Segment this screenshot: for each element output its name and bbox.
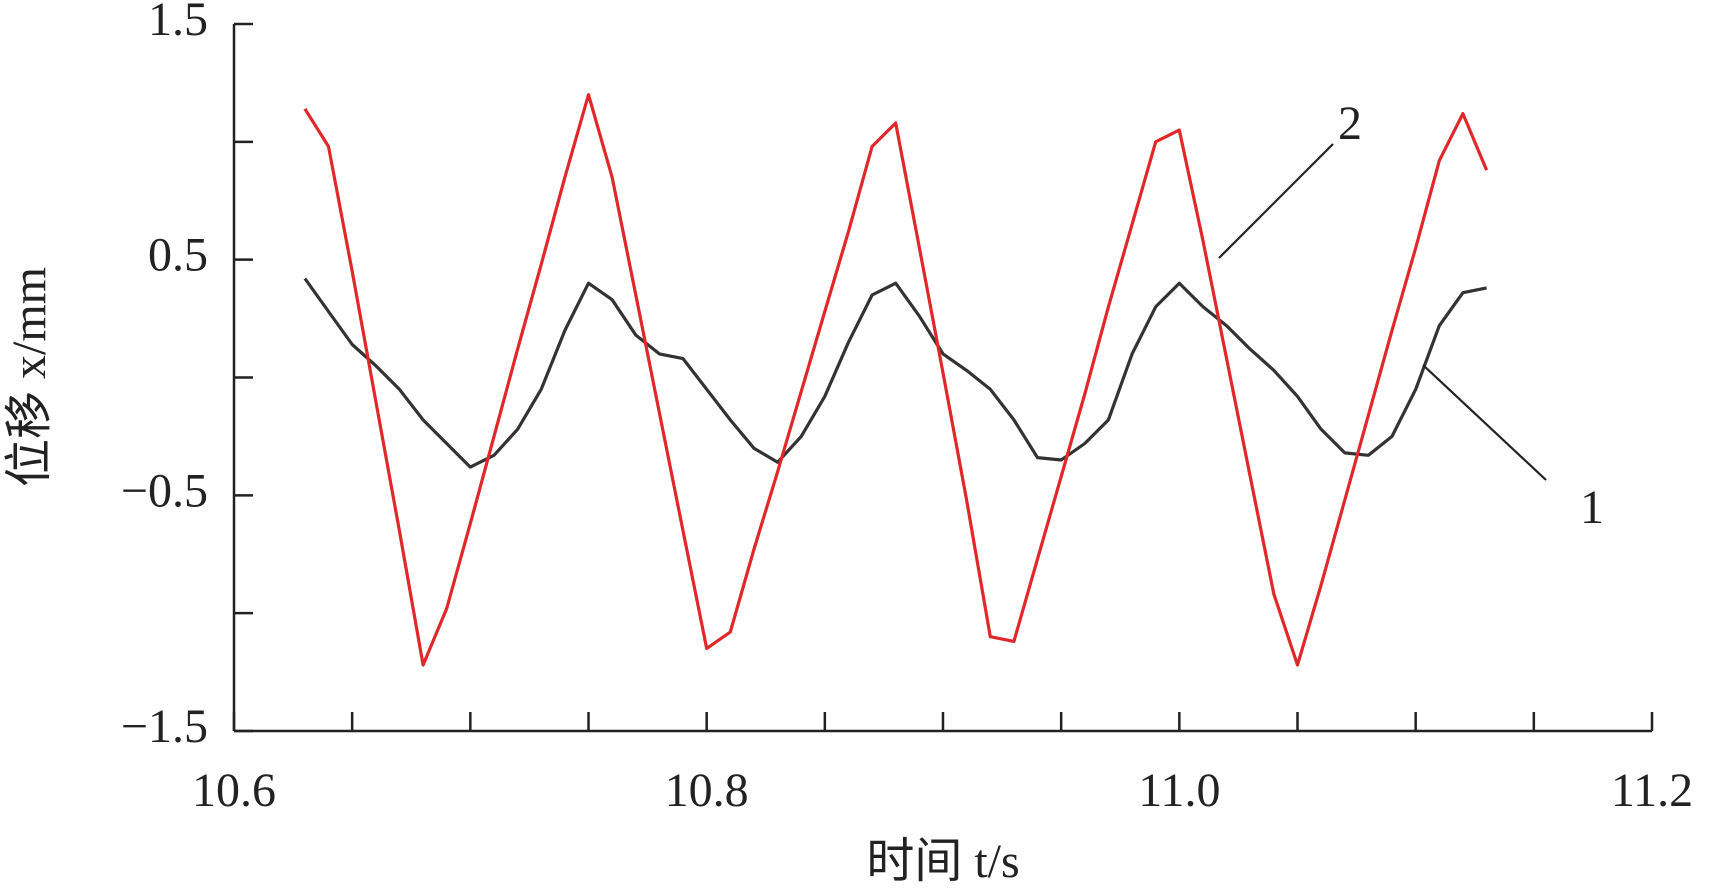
x-tick-label: 11.2	[1611, 764, 1693, 817]
y-tick-label: 1.5	[148, 0, 208, 46]
series-line	[303, 93, 1489, 667]
x-tick-label: 10.6	[192, 764, 276, 817]
y-tick-label: −0.5	[121, 464, 208, 517]
x-tick-label: 10.8	[665, 764, 749, 817]
leader-line	[1218, 143, 1334, 259]
series-label: 1	[1580, 481, 1604, 534]
y-tick-label: 0.5	[148, 229, 208, 282]
series-line	[303, 277, 1487, 469]
x-axis-title: 时间 t/s	[866, 835, 1019, 888]
y-axis-title: 位移 x/mm	[3, 267, 56, 487]
y-tick-label: −1.5	[121, 700, 208, 753]
leader-line	[1422, 364, 1547, 481]
x-tick-label: 11.0	[1138, 764, 1220, 817]
series-label: 2	[1338, 97, 1362, 150]
